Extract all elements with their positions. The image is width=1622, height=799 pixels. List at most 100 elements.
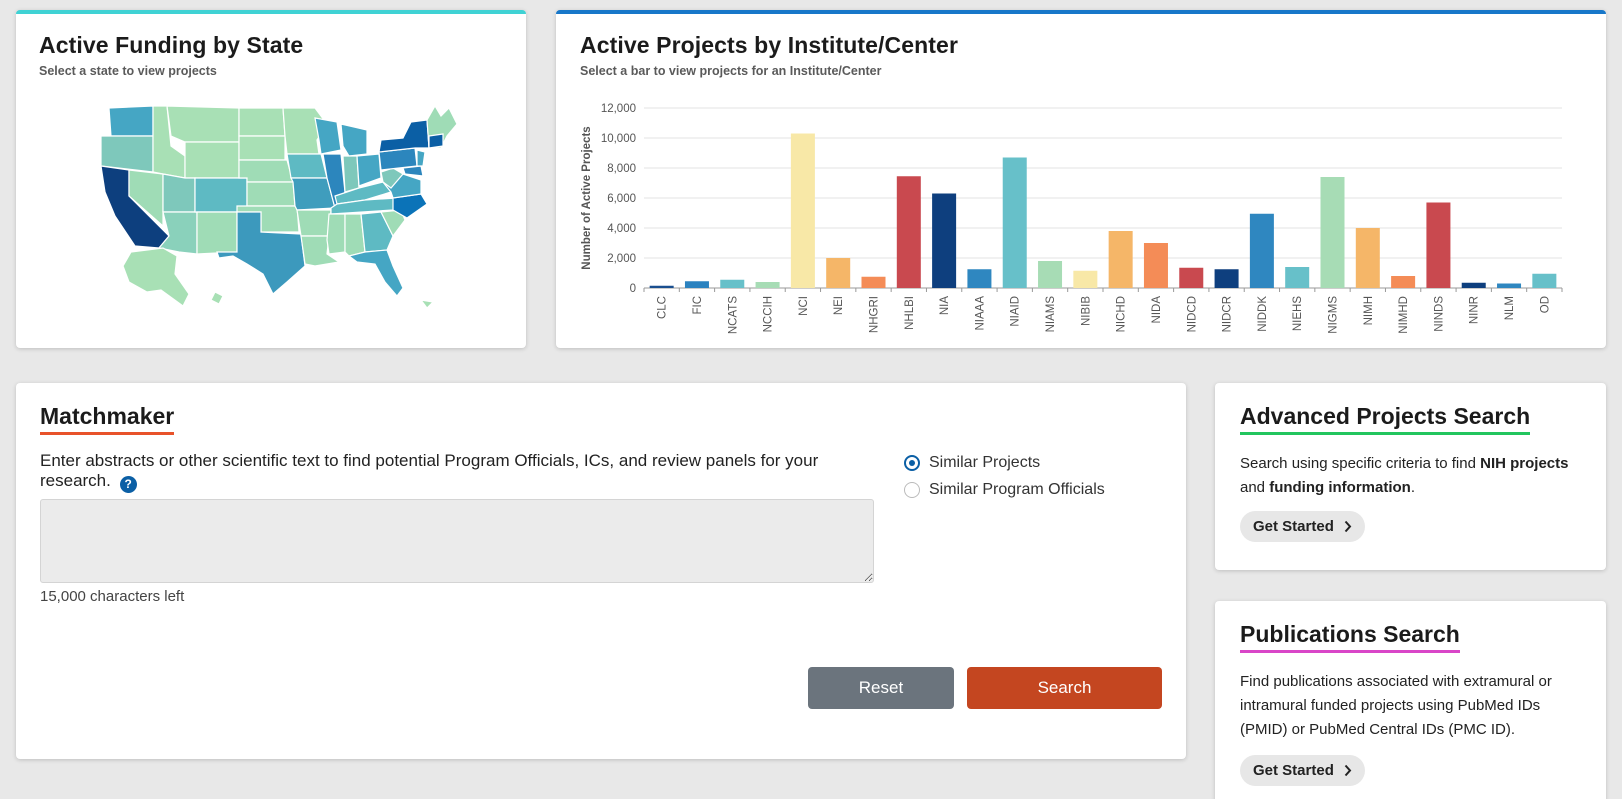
advanced-search-title: Advanced Projects Search [1240,403,1531,435]
matchmaker-title: Matchmaker [40,403,175,435]
x-tick-label: NCI [798,296,810,316]
bar-nichd[interactable] [1108,231,1133,288]
y-tick-label: 0 [630,283,636,295]
option-similar-projects[interactable]: Similar Projects [904,449,1105,476]
bar-nhlbi[interactable] [896,176,921,288]
state-wi[interactable] [314,117,342,155]
bar-ninr[interactable] [1461,282,1486,288]
bar-fic[interactable] [684,281,709,288]
y-tick-label: 10,000 [601,133,636,145]
advanced-search-bold-2: funding information [1269,479,1411,496]
radio-similar-projects[interactable] [904,454,920,471]
advanced-search-text-3: . [1410,479,1416,496]
y-tick-label: 12,000 [601,103,636,115]
x-tick-label: OD [1539,296,1551,313]
x-tick-label: NIA [939,296,951,316]
state-sd[interactable] [238,135,286,161]
ic-chart-title: Active Projects by Institute/Center [580,32,958,58]
option-similar-program-officials[interactable]: Similar Program Officials [904,476,1105,503]
bar-nidcr[interactable] [1214,269,1239,288]
advanced-search-bold-1: NIH projects [1480,455,1569,472]
state-ak[interactable] [122,247,190,307]
publications-search-card: Publications Search Find publications as… [1215,601,1606,799]
y-tick-label: 8,000 [607,163,636,175]
publications-get-started-button[interactable]: Get Started [1240,755,1365,786]
state-wa[interactable] [108,105,154,137]
bar-nigms[interactable] [1320,177,1345,288]
matchmaker-options: Similar Projects Similar Program Officia… [904,449,1105,503]
y-tick-label: 6,000 [607,193,636,205]
state-ny[interactable] [378,119,430,153]
funding-map-card: Active Funding by State Select a state t… [16,10,526,348]
state-oh[interactable] [356,153,382,187]
x-tick-label: NICHD [1116,296,1128,332]
bar-nimhd[interactable] [1391,276,1416,288]
bar-nidcd[interactable] [1179,267,1204,288]
state-ut[interactable] [162,173,196,213]
reset-button[interactable]: Reset [808,667,954,709]
radio-similar-program-officials[interactable] [904,481,920,498]
state-nm[interactable] [196,211,238,255]
bar-od[interactable] [1532,273,1557,288]
state-ms[interactable] [326,213,346,255]
x-tick-label: FIC [692,296,704,315]
us-state-map[interactable] [91,96,471,321]
chevron-right-icon [1344,520,1352,533]
bar-nhgri[interactable] [861,276,886,288]
bar-nimh[interactable] [1355,228,1380,288]
bar-nlm[interactable] [1497,283,1522,289]
funding-map-subtitle: Select a state to view projects [39,64,217,78]
x-tick-label: NIDA [1151,296,1163,324]
option-similar-program-officials-label: Similar Program Officials [929,480,1105,498]
state-ma[interactable] [428,133,444,149]
y-axis-label: Number of Active Projects [581,126,593,269]
bar-nccih[interactable] [755,282,780,288]
bar-nci[interactable] [790,133,815,289]
advanced-get-started-label: Get Started [1253,518,1334,535]
bar-niehs[interactable] [1285,267,1310,288]
bar-nibib[interactable] [1073,270,1098,288]
state-ia[interactable] [286,153,328,179]
state-wy[interactable] [184,141,240,179]
bar-nida[interactable] [1143,243,1168,288]
bar-niams[interactable] [1038,261,1063,288]
state-ne[interactable] [238,159,294,183]
state-nd[interactable] [238,107,286,137]
chars-left-counter: 15,000 characters left [40,588,185,605]
state-nj[interactable] [416,149,426,167]
state-nv[interactable] [128,169,164,228]
x-tick-label: NIAID [1010,296,1022,327]
x-tick-label: NIMH [1363,296,1375,325]
advanced-search-description: Search using specific criteria to find N… [1240,452,1585,500]
y-tick-label: 4,000 [607,223,636,235]
chevron-right-icon [1344,764,1352,777]
state-ks[interactable] [246,181,296,207]
advanced-search-card: Advanced Projects Search Search using sp… [1215,383,1606,570]
matchmaker-description: Enter abstracts or other scientific text… [40,451,880,493]
bar-ncats[interactable] [720,279,745,288]
state-mi[interactable] [340,123,368,157]
matchmaker-textarea[interactable] [40,499,874,583]
advanced-get-started-button[interactable]: Get Started [1240,511,1365,542]
x-tick-label: NHLBI [904,296,916,330]
bar-niaaa[interactable] [967,269,992,288]
bar-clc[interactable] [649,285,674,288]
bar-niddk[interactable] [1249,213,1274,288]
state-tx[interactable] [216,211,306,295]
state-fl[interactable] [347,249,404,297]
ic-bar-chart: 0 2,000 4,000 6,000 8,000 10,000 12,000 Number … [581,103,1563,334]
bar-ninds[interactable] [1426,202,1451,289]
state-ar[interactable] [296,209,332,237]
bar-nia[interactable] [932,193,957,289]
question-circle-icon[interactable]: ? [119,475,137,493]
state-mt[interactable] [166,105,240,143]
x-tick-label: NIAMS [1045,296,1057,333]
state-ga[interactable] [360,211,394,253]
bar-niaid[interactable] [1002,157,1027,289]
publications-get-started-label: Get Started [1253,762,1334,779]
bar-nei[interactable] [826,258,851,288]
search-button[interactable]: Search [967,667,1162,709]
state-in[interactable] [342,155,360,193]
state-hi[interactable] [210,291,435,309]
x-tick-label: NCCIH [763,296,775,332]
